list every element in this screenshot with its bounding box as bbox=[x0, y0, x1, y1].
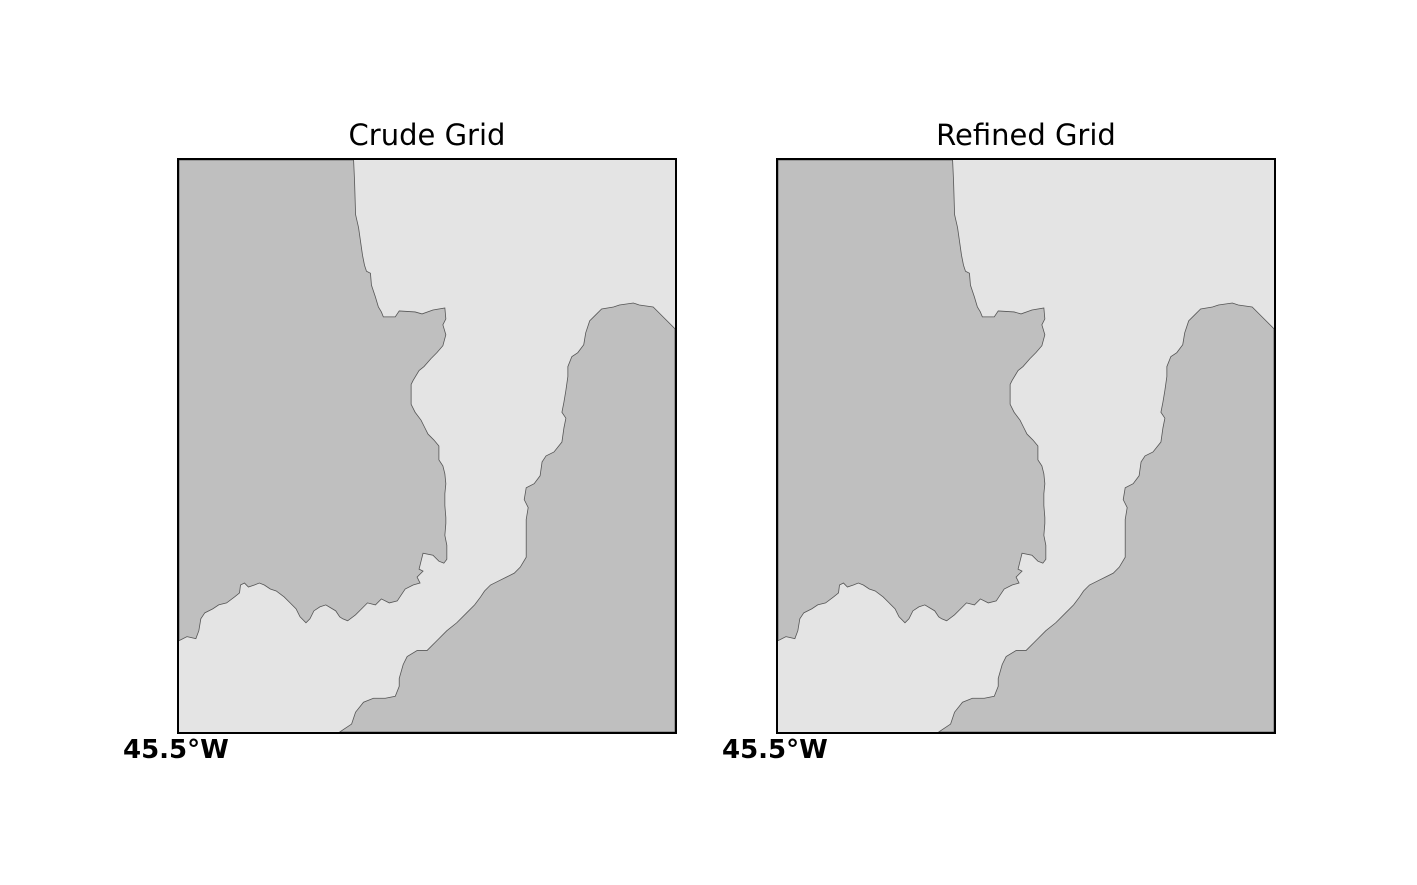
map-crude-grid bbox=[177, 158, 677, 734]
eastern-landmass bbox=[338, 302, 675, 732]
map-canvas bbox=[778, 160, 1274, 732]
panel-title-crude-grid: Crude Grid bbox=[348, 118, 506, 152]
map-canvas bbox=[179, 160, 675, 732]
longitude-tick-label: 45.5°W bbox=[123, 735, 229, 765]
map-refined-grid bbox=[776, 158, 1276, 734]
panel-title-refined-grid: Refined Grid bbox=[936, 118, 1116, 152]
eastern-landmass bbox=[937, 302, 1274, 732]
western-landmass bbox=[778, 160, 1047, 642]
longitude-tick-label: 45.5°W bbox=[722, 735, 828, 765]
western-landmass bbox=[179, 160, 448, 642]
